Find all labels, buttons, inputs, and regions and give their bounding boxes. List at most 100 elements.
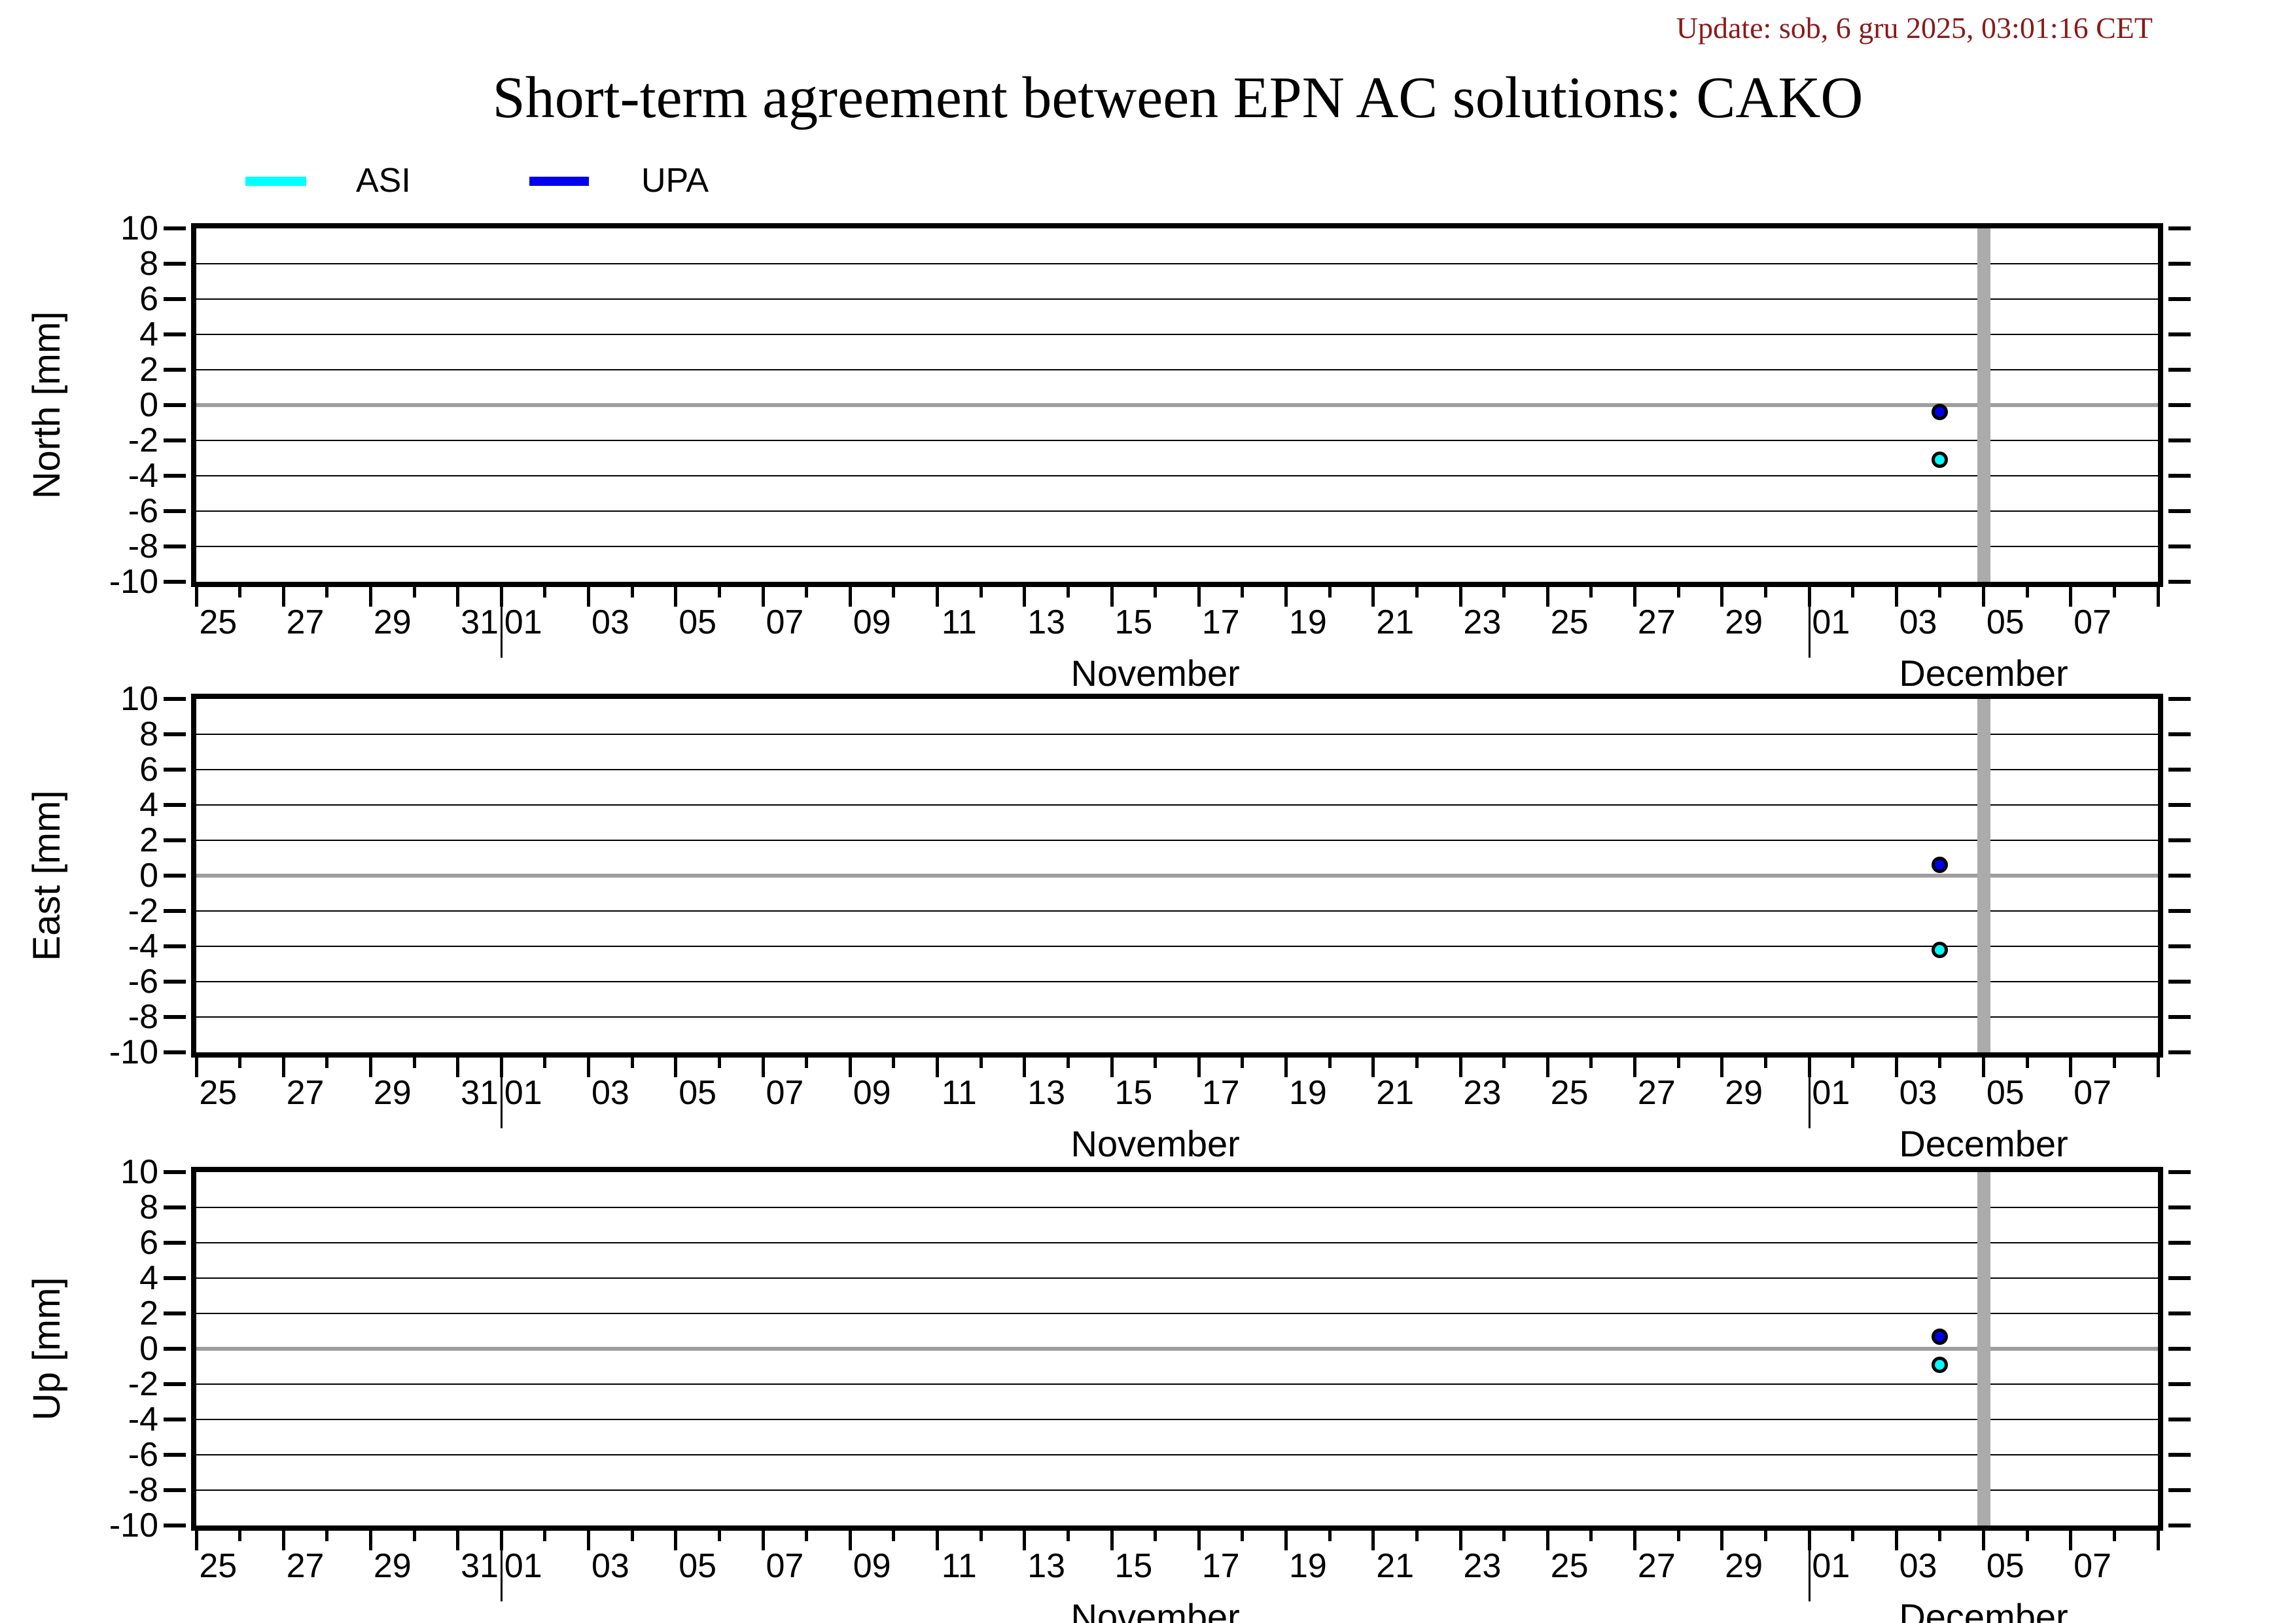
- x-tick-label: 15: [1114, 603, 1153, 641]
- x-tick-major: [587, 587, 591, 607]
- x-tick-minor: [543, 1531, 547, 1541]
- x-tick-major: [1023, 1058, 1027, 1077]
- x-tick-minor: [325, 587, 329, 597]
- x-tick-label: 03: [591, 603, 629, 641]
- gridline: [196, 1277, 2158, 1279]
- x-tick-minor: [805, 1058, 809, 1068]
- x-tick-major: [1197, 1531, 1201, 1550]
- y-tick: [164, 980, 186, 984]
- y-tick-label: -4: [128, 927, 158, 965]
- y-tick-label: -2: [128, 1365, 158, 1403]
- x-tick-label: 29: [373, 1547, 412, 1585]
- x-tick-minor: [1328, 587, 1332, 597]
- x-tick-major: [848, 587, 852, 607]
- y-tick: [164, 509, 186, 513]
- x-tick-major: [936, 1531, 940, 1550]
- y-tick: [164, 1170, 186, 1174]
- y-tick-mirror: [2168, 944, 2191, 948]
- zero-line: [196, 403, 2158, 407]
- x-tick-major: [1720, 1058, 1724, 1077]
- x-tick-minor: [543, 1058, 547, 1068]
- x-tick-minor: [1938, 587, 1942, 597]
- x-tick-major: [1023, 1531, 1027, 1550]
- y-tick-mirror: [2168, 1311, 2191, 1315]
- y-tick-label: 4: [139, 315, 158, 353]
- gridline: [196, 1454, 2158, 1455]
- y-tick: [164, 226, 186, 230]
- y-tick-mirror: [2168, 509, 2191, 513]
- y-tick-label: -6: [128, 492, 158, 530]
- x-tick-label: 25: [199, 1074, 238, 1112]
- x-tick-label: 25: [199, 603, 238, 641]
- gridline: [196, 946, 2158, 947]
- x-tick-minor: [630, 1531, 634, 1541]
- x-tick-major: [456, 1058, 460, 1077]
- x-tick-label: 21: [1376, 1547, 1415, 1585]
- y-tick-mirror: [2168, 1276, 2191, 1280]
- gridline: [196, 510, 2158, 512]
- y-tick-mirror: [2168, 1170, 2191, 1174]
- x-tick-minor: [2112, 587, 2116, 597]
- x-tick-label: 29: [1725, 603, 1763, 641]
- y-tick-mirror: [2168, 1205, 2191, 1209]
- x-tick-major: [1545, 1058, 1549, 1077]
- x-tick-minor: [1241, 1058, 1245, 1068]
- x-tick-minor: [1066, 587, 1070, 597]
- y-tick-label: -6: [128, 963, 158, 1001]
- gridline: [196, 1242, 2158, 1243]
- x-tick-label: 11: [941, 603, 977, 641]
- x-tick-minor: [238, 1058, 242, 1068]
- now-marker-bar: [1977, 228, 1990, 582]
- x-tick-label: 01: [504, 603, 542, 641]
- x-tick-major: [1023, 587, 1027, 607]
- y-tick: [164, 1382, 186, 1386]
- x-tick-major: [1197, 587, 1201, 607]
- y-tick-mirror: [2168, 803, 2191, 807]
- x-tick-minor: [805, 587, 809, 597]
- y-tick-mirror: [2168, 368, 2191, 372]
- y-tick-mirror: [2168, 1382, 2191, 1386]
- x-tick-minor: [892, 1531, 896, 1541]
- x-tick-minor: [1676, 1058, 1680, 1068]
- month-label: December: [1899, 1123, 2068, 1164]
- data-point-upa: [1932, 857, 1949, 874]
- y-tick-label: -10: [109, 1507, 158, 1544]
- x-tick-minor: [412, 1531, 416, 1541]
- data-point-asi: [1932, 452, 1949, 469]
- chart-panel-east: 10 8 6 4 2 0 -2 -4 -6 -8 -10 25 27 29 31 01 03 05 07 09 11 13…: [26, 682, 2191, 1162]
- y-axis-title: North [mm]: [26, 311, 68, 499]
- x-tick-label: 05: [1986, 1547, 2024, 1585]
- x-tick-minor: [1415, 1058, 1419, 1068]
- x-tick-label: 29: [373, 603, 412, 641]
- y-tick-label: 8: [139, 245, 158, 283]
- x-tick-major: [1894, 587, 1898, 607]
- y-tick-mirror: [2168, 1050, 2191, 1054]
- month-label: November: [1070, 1123, 1240, 1164]
- y-tick: [164, 732, 186, 736]
- y-tick-mirror: [2168, 732, 2191, 736]
- x-tick-major: [1545, 587, 1549, 607]
- x-tick-label: 13: [1027, 1547, 1066, 1585]
- month-boundary-tick: [1808, 1531, 1810, 1601]
- chart-panel-north: 10 8 6 4 2 0 -2 -4 -6 -8 -10 25 27 29 31 01 03 05 07 09 11 13…: [26, 211, 2191, 692]
- x-tick-minor: [238, 587, 242, 597]
- x-tick-minor: [979, 587, 983, 597]
- y-tick-label: 10: [120, 680, 158, 718]
- x-tick-label: 19: [1288, 603, 1327, 641]
- x-tick-major: [281, 1531, 285, 1550]
- x-tick-label: 23: [1463, 1074, 1502, 1112]
- x-tick-major: [1458, 1531, 1462, 1550]
- y-tick-mirror: [2168, 1347, 2191, 1351]
- y-tick-label: -6: [128, 1436, 158, 1474]
- x-tick-label: 11: [941, 1547, 977, 1585]
- month-boundary-tick: [1808, 1058, 1810, 1128]
- y-tick-label: -8: [128, 527, 158, 565]
- y-tick: [164, 332, 186, 336]
- y-tick-mirror: [2168, 1015, 2191, 1019]
- x-tick-minor: [1763, 587, 1767, 597]
- x-tick-minor: [892, 1058, 896, 1068]
- gridline: [196, 334, 2158, 335]
- x-tick-minor: [1589, 1531, 1593, 1541]
- y-tick: [164, 1524, 186, 1527]
